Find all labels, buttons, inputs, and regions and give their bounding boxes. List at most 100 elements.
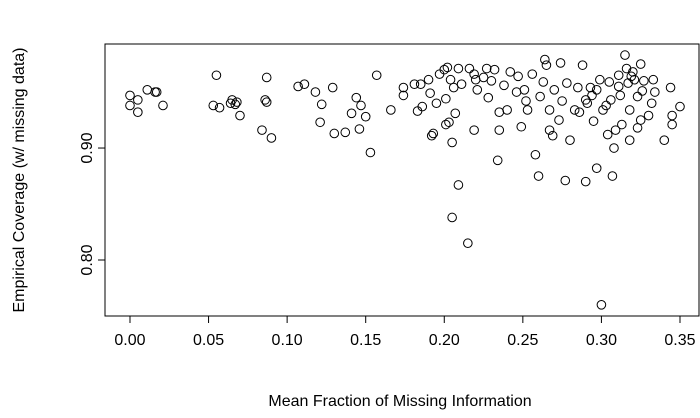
point [639, 76, 649, 86]
point [569, 105, 580, 115]
point [415, 79, 426, 90]
point [535, 91, 545, 102]
point [591, 163, 602, 173]
point [530, 149, 541, 160]
point [610, 125, 621, 135]
point [613, 81, 624, 92]
point [351, 92, 362, 103]
point [472, 84, 483, 95]
point [624, 135, 635, 145]
point [646, 98, 657, 109]
point [621, 63, 632, 74]
x-axis-label: Mean Fraction of Missing Information [268, 393, 531, 410]
y-tick-label: 0.80 [79, 244, 96, 275]
x-tick-label: 0.25 [507, 332, 538, 349]
point [316, 99, 327, 110]
point [329, 128, 340, 139]
point [620, 50, 630, 60]
point [623, 78, 633, 88]
point [151, 87, 162, 97]
point [398, 82, 409, 93]
point [585, 82, 596, 93]
y-axis-label: Empirical Coverage (w/ missing data) [11, 48, 28, 313]
point [423, 74, 434, 85]
point [398, 90, 409, 101]
point [310, 87, 321, 97]
point [659, 135, 670, 145]
point [445, 74, 456, 85]
point [225, 98, 236, 109]
point [613, 70, 624, 81]
point [453, 180, 464, 190]
point [562, 78, 572, 88]
point [340, 127, 351, 138]
point [365, 147, 376, 158]
x-tick-label: 0.35 [664, 332, 695, 349]
point [494, 107, 505, 117]
point [409, 79, 420, 90]
point [257, 125, 267, 135]
point [607, 171, 618, 181]
x-tick-label: 0.30 [586, 332, 617, 349]
point [540, 54, 550, 65]
point [544, 105, 555, 115]
point [511, 87, 522, 97]
point [650, 87, 660, 97]
point [439, 64, 450, 75]
point [441, 119, 451, 130]
point [547, 130, 558, 141]
point [360, 111, 371, 122]
point [444, 117, 454, 128]
point [626, 71, 637, 82]
point [601, 100, 611, 111]
point [499, 80, 509, 91]
point [354, 124, 365, 134]
point [544, 125, 555, 135]
point [574, 107, 585, 117]
point [521, 96, 531, 106]
point [582, 98, 593, 109]
point [665, 82, 676, 93]
point [554, 115, 564, 125]
point [346, 108, 357, 119]
point [125, 100, 135, 111]
point [577, 60, 588, 70]
point [596, 300, 607, 310]
point [208, 100, 219, 111]
point [637, 86, 648, 96]
point [555, 58, 566, 68]
point [595, 74, 605, 85]
point [211, 70, 222, 81]
point [133, 95, 143, 105]
point [260, 95, 270, 105]
point [447, 137, 457, 148]
point [261, 97, 272, 107]
x-tick-label: 0.00 [114, 332, 145, 349]
point [516, 121, 527, 132]
point [587, 90, 597, 101]
point [565, 135, 575, 145]
point [125, 90, 135, 101]
point [356, 100, 366, 111]
point [617, 119, 627, 130]
point [643, 110, 654, 121]
point [431, 98, 442, 109]
point [533, 171, 544, 181]
point [675, 101, 685, 112]
point [513, 71, 523, 82]
point [632, 91, 643, 102]
point [505, 67, 516, 77]
point [483, 92, 494, 103]
point [538, 77, 549, 87]
point [464, 63, 475, 74]
point [442, 62, 453, 73]
point [606, 95, 616, 105]
y-tick-label: 0.90 [79, 132, 96, 163]
point [470, 74, 481, 85]
point [648, 74, 659, 85]
point [463, 238, 473, 249]
point [635, 59, 646, 69]
x-tick-label: 0.20 [429, 332, 460, 349]
